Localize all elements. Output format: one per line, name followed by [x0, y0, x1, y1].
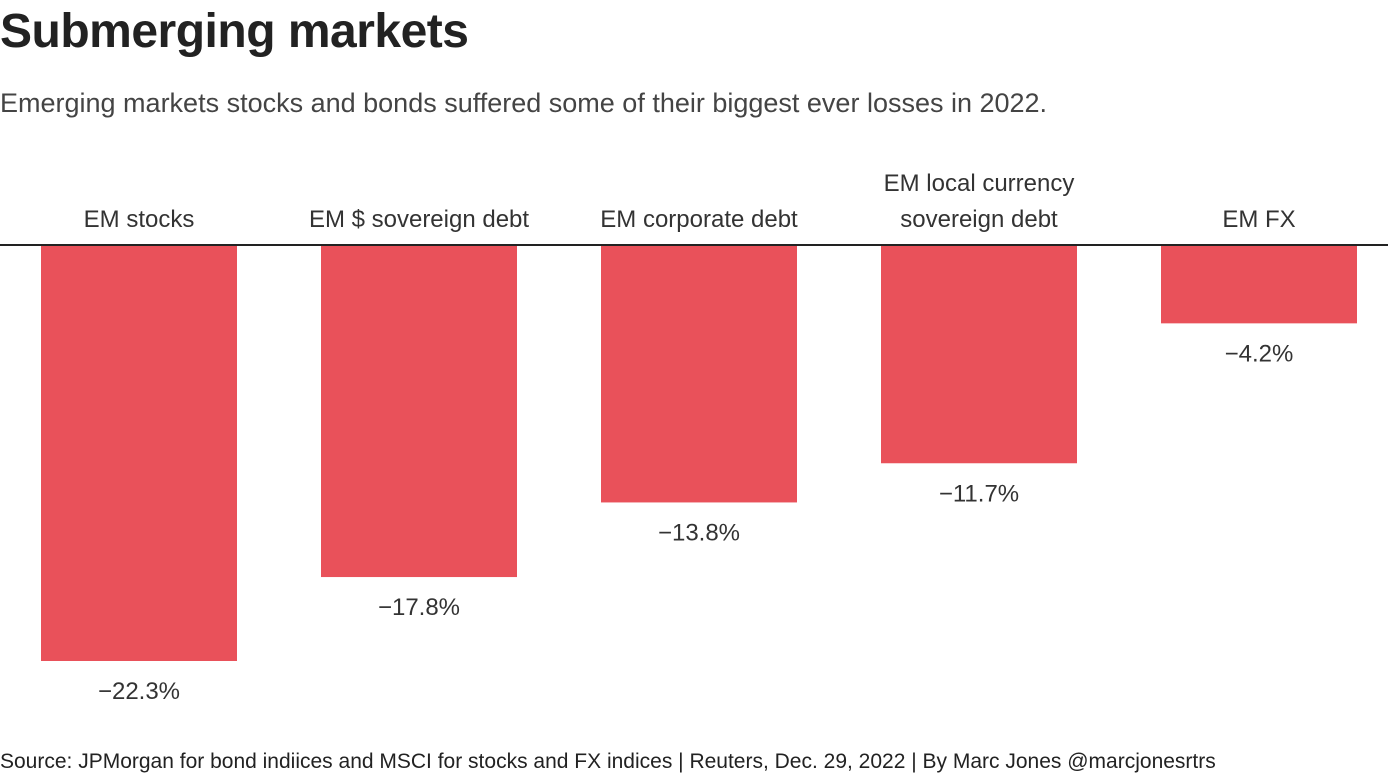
- bar: [601, 245, 797, 503]
- bar: [1161, 245, 1357, 324]
- category-label: sovereign debt: [900, 206, 1058, 233]
- category-label: EM FX: [1222, 206, 1295, 233]
- bar: [41, 245, 237, 661]
- chart-title: Submerging markets: [0, 5, 469, 58]
- value-label: −13.8%: [658, 519, 740, 546]
- value-label: −17.8%: [378, 594, 460, 621]
- category-label: EM $ sovereign debt: [309, 206, 529, 233]
- chart-subtitle: Emerging markets stocks and bonds suffer…: [0, 88, 1048, 118]
- bar: [321, 245, 517, 578]
- bar-chart: −22.3% EM stocks −17.8% EM $ sovereign debt…: [0, 170, 1388, 705]
- value-label: −11.7%: [939, 480, 1019, 507]
- category-label: EM corporate debt: [600, 206, 798, 233]
- value-label: −4.2%: [1225, 340, 1294, 367]
- source-note: Source: JPMorgan for bond indiices and M…: [0, 750, 1216, 773]
- bar: [881, 245, 1077, 464]
- value-label: −22.3%: [98, 678, 180, 705]
- category-label: EM local currency: [884, 170, 1075, 197]
- category-label: EM stocks: [84, 206, 195, 233]
